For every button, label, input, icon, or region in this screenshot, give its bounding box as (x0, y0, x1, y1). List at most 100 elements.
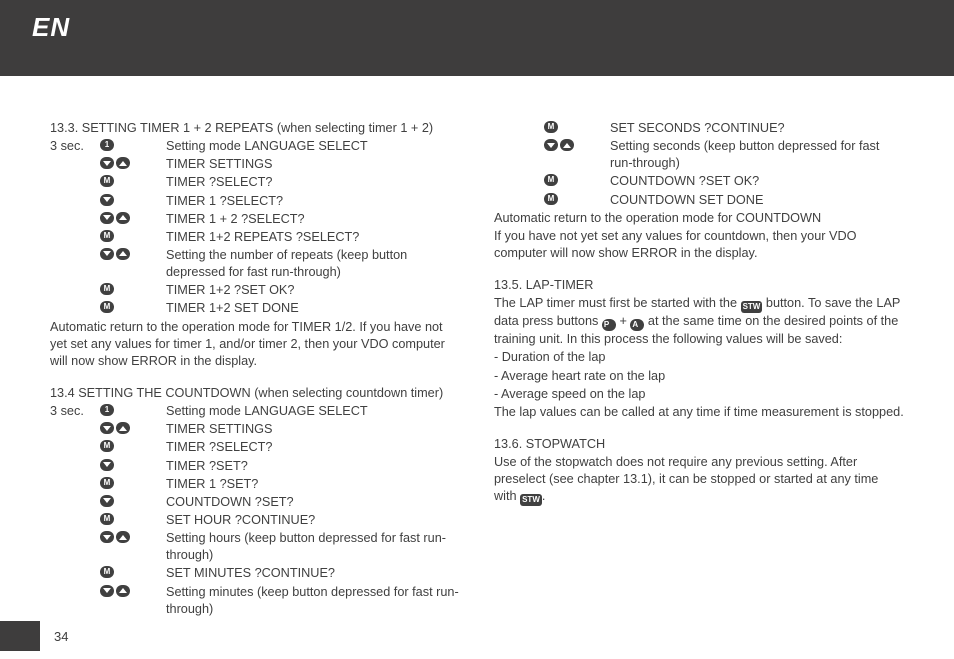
step-row: Setting minutes (keep button depressed f… (50, 584, 460, 618)
step-text: COUNTDOWN ?SET? (166, 494, 460, 511)
step-text: TIMER 1+2 SET DONE (166, 300, 460, 317)
step-row: Setting hours (keep button depressed for… (50, 530, 460, 564)
step-text: Setting mode LANGUAGE SELECT (166, 138, 460, 155)
m-icon: M (100, 175, 114, 187)
right-column: M SET SECONDS ?CONTINUE? Setting seconds… (494, 120, 904, 609)
step-row: TIMER 1 ?SELECT? (50, 193, 460, 210)
footer: 34 (0, 621, 68, 651)
m-icon: M (100, 440, 114, 452)
stw-icon: STW (741, 301, 763, 313)
step-text: TIMER 1+2 ?SET OK? (166, 282, 460, 299)
step-row: TIMER SETTINGS (50, 421, 460, 438)
paragraph: Automatic return to the operation mode f… (494, 210, 904, 227)
language-code: EN (32, 12, 70, 43)
step-row: M COUNTDOWN SET DONE (494, 192, 904, 209)
step-text: COUNTDOWN ?SET OK? (610, 173, 904, 190)
step-text: TIMER 1 ?SET? (166, 476, 460, 493)
m-icon: M (100, 301, 114, 313)
one-icon: 1 (100, 139, 114, 151)
step-row: 3 sec. 1 Setting mode LANGUAGE SELECT (50, 403, 460, 420)
step-row: Setting seconds (keep button depressed f… (494, 138, 904, 172)
page-content: 13.3. SETTING TIMER 1 + 2 REPEATS (when … (50, 120, 904, 609)
down-icon (100, 212, 114, 224)
step-text: Setting seconds (keep button depressed f… (610, 138, 904, 172)
step-text: TIMER 1 + 2 ?SELECT? (166, 211, 460, 228)
step-row: TIMER ?SET? (50, 458, 460, 475)
stw-icon: STW (520, 494, 542, 506)
text-frag: . (542, 489, 546, 503)
up-icon (116, 212, 130, 224)
left-column: 13.3. SETTING TIMER 1 + 2 REPEATS (when … (50, 120, 460, 609)
m-icon: M (544, 121, 558, 133)
step-text: SET SECONDS ?CONTINUE? (610, 120, 904, 137)
step-row: M TIMER 1+2 REPEATS ?SELECT? (50, 229, 460, 246)
paragraph: The LAP timer must first be started with… (494, 295, 904, 348)
m-icon: M (100, 477, 114, 489)
step-text: TIMER SETTINGS (166, 156, 460, 173)
step-text: SET MINUTES ?CONTINUE? (166, 565, 460, 582)
step-text: TIMER 1 ?SELECT? (166, 193, 460, 210)
text-frag: The LAP timer must first be started with… (494, 296, 741, 310)
step-text: TIMER 1+2 REPEATS ?SELECT? (166, 229, 460, 246)
step-row: M SET HOUR ?CONTINUE? (50, 512, 460, 529)
footer-accent (0, 621, 40, 651)
step-text: TIMER ?SET? (166, 458, 460, 475)
m-icon: M (100, 283, 114, 295)
down-icon (100, 248, 114, 260)
step-row: Setting the number of repeats (keep butt… (50, 247, 460, 281)
step-row: COUNTDOWN ?SET? (50, 494, 460, 511)
down-icon (100, 531, 114, 543)
down-icon (100, 585, 114, 597)
section-heading: 13.5. LAP-TIMER (494, 277, 904, 294)
section-heading: 13.4 SETTING THE COUNTDOWN (when selecti… (50, 385, 460, 402)
step-row: M TIMER 1+2 SET DONE (50, 300, 460, 317)
step-text: Setting minutes (keep button depressed f… (166, 584, 460, 618)
step-row: M SET SECONDS ?CONTINUE? (494, 120, 904, 137)
step-row: M COUNTDOWN ?SET OK? (494, 173, 904, 190)
step-text: TIMER SETTINGS (166, 421, 460, 438)
m-icon: M (544, 193, 558, 205)
section-heading: 13.3. SETTING TIMER 1 + 2 REPEATS (when … (50, 120, 460, 137)
paragraph: If you have not yet set any values for c… (494, 228, 904, 262)
p-icon: P (602, 319, 616, 331)
a-icon: A (630, 319, 644, 331)
m-icon: M (544, 174, 558, 186)
step-text: SET HOUR ?CONTINUE? (166, 512, 460, 529)
down-icon (100, 194, 114, 206)
one-icon: 1 (100, 404, 114, 416)
up-icon (116, 248, 130, 260)
page-number: 34 (40, 629, 68, 644)
m-icon: M (100, 566, 114, 578)
text-frag: + (616, 314, 630, 328)
bullet: - Average heart rate on the lap (494, 368, 904, 385)
up-icon (116, 422, 130, 434)
step-row: M TIMER ?SELECT? (50, 439, 460, 456)
step-text: Setting the number of repeats (keep butt… (166, 247, 460, 281)
step-text: TIMER ?SELECT? (166, 439, 460, 456)
m-icon: M (100, 230, 114, 242)
bullet: - Duration of the lap (494, 349, 904, 366)
lead-time: 3 sec. (50, 403, 100, 420)
paragraph: The lap values can be called at any time… (494, 404, 904, 421)
step-row: M TIMER ?SELECT? (50, 174, 460, 191)
up-icon (116, 585, 130, 597)
section-heading: 13.6. STOPWATCH (494, 436, 904, 453)
down-icon (544, 139, 558, 151)
step-text: TIMER ?SELECT? (166, 174, 460, 191)
up-icon (116, 531, 130, 543)
up-icon (560, 139, 574, 151)
step-row: TIMER SETTINGS (50, 156, 460, 173)
down-icon (100, 495, 114, 507)
text-frag: Use of the stopwatch does not require an… (494, 455, 878, 503)
up-icon (116, 157, 130, 169)
step-row: M TIMER 1+2 ?SET OK? (50, 282, 460, 299)
down-icon (100, 459, 114, 471)
lead-time: 3 sec. (50, 138, 100, 155)
down-icon (100, 422, 114, 434)
step-row: 3 sec. 1 Setting mode LANGUAGE SELECT (50, 138, 460, 155)
step-text: Setting mode LANGUAGE SELECT (166, 403, 460, 420)
m-icon: M (100, 513, 114, 525)
paragraph: Use of the stopwatch does not require an… (494, 454, 904, 506)
step-row: M TIMER 1 ?SET? (50, 476, 460, 493)
bullet: - Average speed on the lap (494, 386, 904, 403)
